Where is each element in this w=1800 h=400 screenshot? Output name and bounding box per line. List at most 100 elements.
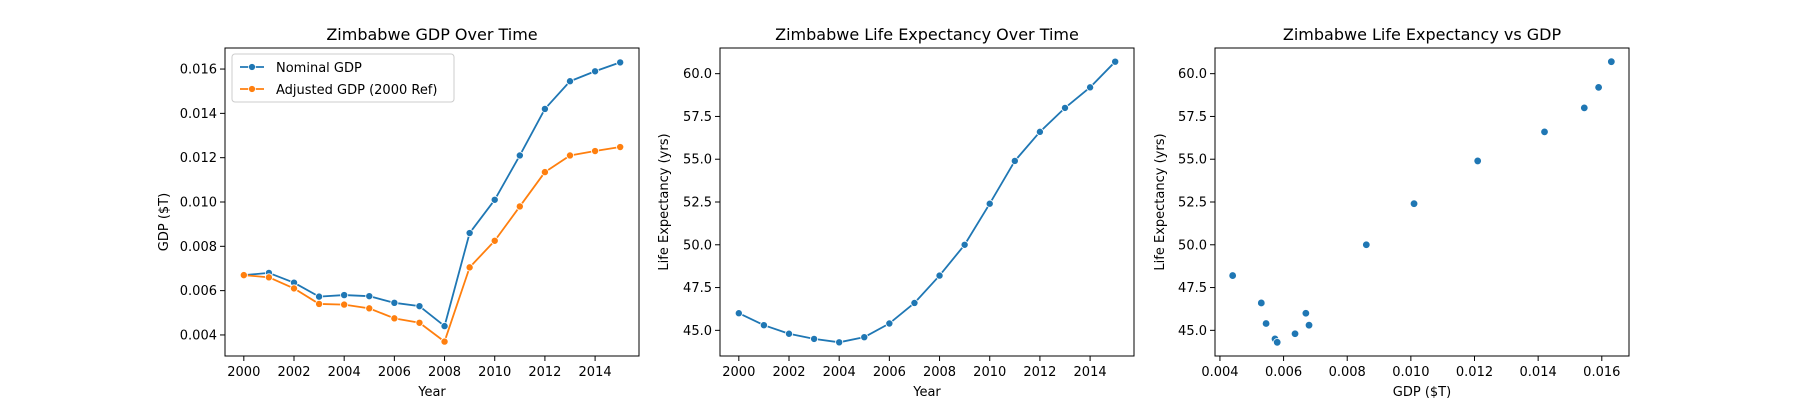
scatter-chart-ticks: 0.004 0.006 0.008 0.010 0.012 0.014 0.016 45.0 4…	[1178, 67, 1620, 380]
scatter-chart-point	[1257, 298, 1266, 308]
scatter-chart-marks	[1228, 57, 1616, 347]
scatter-chart-ytick-label: 50.0	[1178, 238, 1207, 253]
gdp-chart-xtick-label: 2002	[277, 365, 310, 380]
life-chart-ytick-label: 57.5	[683, 110, 712, 125]
scatter-chart-xtick-label: 0.012	[1456, 365, 1493, 380]
scatter-chart-ytick-label: 52.5	[1178, 196, 1207, 211]
life-chart-point-series-0	[935, 271, 944, 280]
life-chart-ytick-label: 60.0	[683, 67, 712, 82]
scatter-chart-point	[1594, 83, 1603, 92]
scatter-chart-point	[1261, 319, 1271, 328]
scatter-chart-point	[1301, 309, 1311, 318]
gdp-chart-point-adjusted-gdp-2000-ref	[566, 151, 575, 160]
gdp-chart-axes-frame	[224, 47, 640, 357]
life-chart-point-series-0	[985, 199, 994, 208]
scatter-chart-point	[1607, 57, 1616, 66]
gdp-chart-point-adjusted-gdp-2000-ref	[591, 147, 600, 156]
gdp-chart-point-nominal-gdp	[540, 104, 549, 113]
life-chart-xtick-label: 2000	[722, 365, 755, 380]
gdp-chart-point-nominal-gdp	[365, 292, 374, 301]
gdp-chart-title: Zimbabwe GDP Over Time	[326, 25, 537, 44]
gdp-chart-xtick-label: 2012	[528, 365, 561, 380]
life-chart-point-series-0	[1111, 57, 1120, 66]
gdp-chart-point-adjusted-gdp-2000-ref	[415, 318, 424, 327]
gdp-chart-point-nominal-gdp	[340, 291, 349, 300]
life-expectancy-vs-gdp-panel: Zimbabwe Life Expectancy vs GDP GDP ($T)…	[1153, 25, 1630, 400]
life-chart-point-series-0	[885, 319, 894, 328]
life-chart-point-series-0	[910, 298, 919, 307]
life-chart-ytick-label: 47.5	[683, 281, 712, 296]
gdp-chart-point-nominal-gdp	[515, 151, 524, 160]
scatter-chart-point	[1580, 103, 1589, 113]
gdp-chart-point-nominal-gdp	[591, 67, 600, 76]
life-chart-xtick-label: 2002	[772, 365, 805, 380]
gdp-chart-line-nominal-gdp	[243, 61, 621, 327]
scatter-chart-point	[1290, 329, 1300, 338]
gdp-chart-xtick-label: 2010	[478, 365, 511, 380]
gdp-chart-marks	[239, 58, 625, 346]
gdp-chart-xtick-label: 2000	[227, 365, 260, 380]
gdp-chart-point-adjusted-gdp-2000-ref	[440, 337, 449, 346]
scatter-chart-xtick-label: 0.016	[1583, 365, 1620, 380]
gdp-chart-point-nominal-gdp	[616, 58, 625, 67]
legend-marker-nominal-gdp	[248, 63, 256, 71]
scatter-chart-point	[1473, 156, 1482, 166]
gdp-chart-ytick-label: 0.016	[180, 63, 217, 78]
life-chart-axes-frame	[719, 47, 1135, 357]
gdp-chart-xtick-label: 2006	[378, 365, 411, 380]
scatter-chart-ytick-label: 45.0	[1178, 324, 1207, 339]
life-chart-point-series-0	[860, 333, 869, 342]
scatter-chart-point	[1228, 271, 1237, 280]
gdp-chart-point-adjusted-gdp-2000-ref	[340, 300, 349, 309]
scatter-chart-xlabel: GDP ($T)	[1393, 385, 1451, 400]
gdp-chart-point-nominal-gdp	[490, 195, 499, 204]
life-chart-xlabel: Year	[912, 385, 941, 400]
gdp-chart-ylabel: GDP ($T)	[157, 193, 172, 251]
gdp-chart-point-adjusted-gdp-2000-ref	[289, 284, 298, 293]
gdp-chart-point-adjusted-gdp-2000-ref	[465, 263, 474, 272]
scatter-chart-ytick-label: 60.0	[1178, 67, 1207, 82]
life-chart-point-series-0	[810, 334, 819, 343]
legend-marker-adjusted-gdp	[248, 85, 256, 93]
gdp-chart-point-adjusted-gdp-2000-ref	[540, 168, 549, 177]
gdp-chart-point-adjusted-gdp-2000-ref	[490, 236, 499, 245]
gdp-chart-point-adjusted-gdp-2000-ref	[365, 304, 374, 313]
scatter-chart-ytick-label: 55.0	[1178, 153, 1207, 168]
life-chart-ylabel: Life Expectancy (yrs)	[657, 133, 672, 270]
life-chart-xtick-label: 2014	[1074, 365, 1107, 380]
gdp-chart-point-nominal-gdp	[315, 292, 324, 301]
scatter-chart-point	[1409, 199, 1419, 208]
life-chart-point-series-0	[1086, 83, 1095, 92]
scatter-chart-xtick-label: 0.006	[1265, 365, 1302, 380]
life-chart-ticks: 2000 2002 2004 2006 2008 2010 2012 2014 45.0 47.5…	[683, 67, 1107, 380]
gdp-chart-line-adjusted-gdp-2000-ref	[243, 146, 621, 343]
life-chart-point-series-0	[785, 329, 794, 338]
life-chart-ytick-label: 52.5	[683, 196, 712, 211]
life-chart-marks	[734, 57, 1120, 347]
life-chart-point-series-0	[835, 338, 844, 347]
gdp-chart-ytick-label: 0.008	[180, 240, 217, 255]
gdp-chart-point-adjusted-gdp-2000-ref	[390, 314, 399, 323]
life-chart-line-series-0	[738, 61, 1116, 344]
gdp-chart-ytick-label: 0.004	[180, 328, 217, 343]
scatter-chart-point	[1273, 338, 1282, 347]
gdp-chart-point-adjusted-gdp-2000-ref	[315, 299, 324, 308]
life-chart-point-series-0	[1010, 156, 1019, 165]
gdp-chart-ticks: 2000 2002 2004 2006 2008 2010 2012 2014 0.004 0.0…	[180, 63, 612, 380]
gdp-chart-ytick-label: 0.014	[180, 107, 217, 122]
legend-label-adjusted-gdp: Adjusted GDP (2000 Ref)	[276, 83, 437, 98]
gdp-chart-point-adjusted-gdp-2000-ref	[515, 202, 524, 211]
gdp-chart-point-nominal-gdp	[566, 77, 575, 86]
scatter-chart-ytick-label: 57.5	[1178, 110, 1207, 125]
gdp-chart-ytick-label: 0.010	[180, 196, 217, 211]
gdp-chart-xtick-label: 2004	[328, 365, 361, 380]
gdp-over-time-panel: Zimbabwe GDP Over Time Year GDP ($T) 200…	[157, 25, 640, 400]
scatter-chart-title: Zimbabwe Life Expectancy vs GDP	[1283, 25, 1562, 44]
life-chart-xtick-label: 2012	[1023, 365, 1056, 380]
life-chart-ytick-label: 45.0	[683, 324, 712, 339]
gdp-chart-point-adjusted-gdp-2000-ref	[264, 273, 273, 282]
scatter-chart-xtick-label: 0.010	[1392, 365, 1429, 380]
scatter-chart-ylabel: Life Expectancy (yrs)	[1153, 133, 1168, 270]
scatter-chart-point	[1362, 240, 1371, 249]
